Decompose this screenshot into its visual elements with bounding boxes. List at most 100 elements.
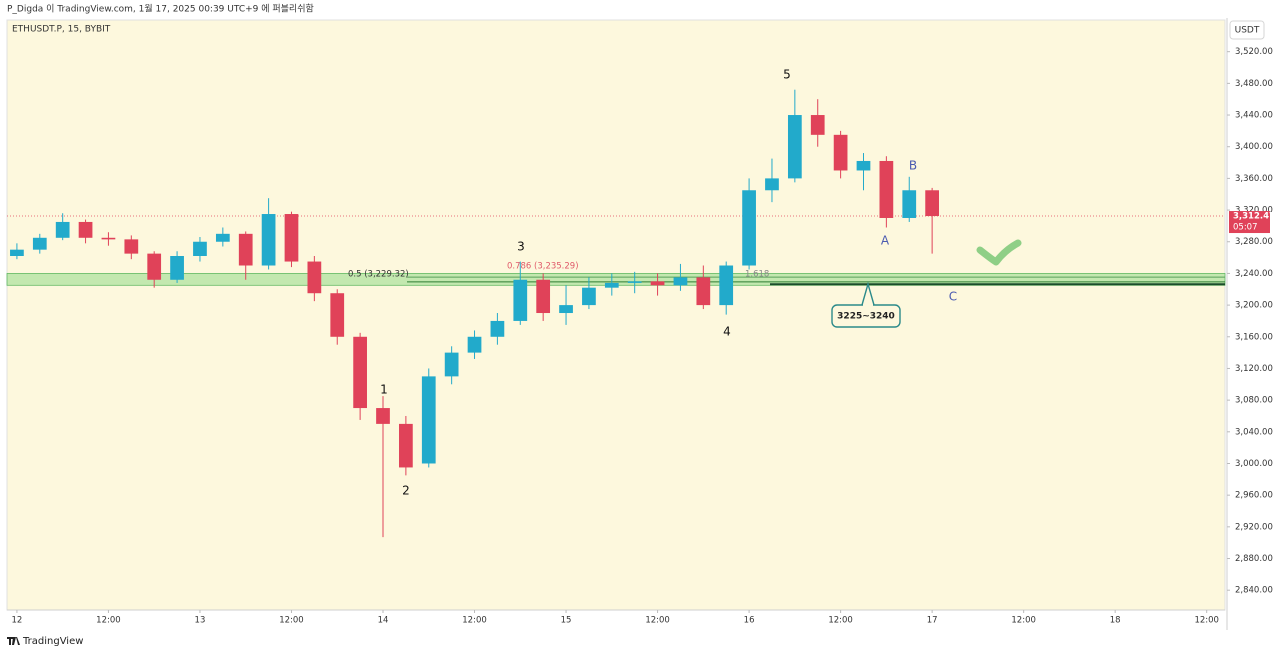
x-tick-label: 12:00 xyxy=(462,616,487,626)
footer-logo: TradingView xyxy=(7,636,83,647)
x-tick-label: 12 xyxy=(12,616,23,626)
candle-body xyxy=(124,239,139,254)
x-tick-label: 12:00 xyxy=(828,616,853,626)
wave-label: 3 xyxy=(517,240,525,254)
candle-body xyxy=(284,214,299,262)
candle-body xyxy=(10,249,24,256)
candle-body xyxy=(193,241,207,256)
x-tick-label: 18 xyxy=(1110,616,1121,626)
candle-body xyxy=(604,282,619,288)
candle-body xyxy=(376,408,390,424)
candle-body xyxy=(215,233,230,242)
wave-label: A xyxy=(881,234,890,248)
candle-body xyxy=(650,281,665,286)
callout-pointer xyxy=(861,281,875,306)
y-tick-label: 3,000.00 xyxy=(1235,459,1273,469)
y-tick-label: 2,880.00 xyxy=(1235,554,1273,564)
wave-label: 4 xyxy=(723,325,731,339)
currency-box xyxy=(1229,20,1265,40)
x-tick-label: 12:00 xyxy=(1194,616,1219,626)
y-tick-label: 3,280.00 xyxy=(1235,237,1273,247)
candle-body xyxy=(421,376,436,464)
fib-label: 0.786 (3,235.29) xyxy=(507,262,579,272)
candle-body xyxy=(399,423,413,468)
x-tick-label: 13 xyxy=(195,616,206,626)
fib-label: 0.5 (3,229.32) xyxy=(348,269,409,279)
x-tick-label: 12:00 xyxy=(279,616,304,626)
y-tick-label: 3,080.00 xyxy=(1235,396,1273,406)
y-tick-label: 3,440.00 xyxy=(1235,111,1273,121)
candle-body xyxy=(238,233,253,266)
y-tick-label: 2,840.00 xyxy=(1235,586,1273,596)
y-tick-label: 3,480.00 xyxy=(1235,79,1273,89)
plot-area xyxy=(6,19,1226,611)
wave-label: 1 xyxy=(380,383,388,397)
candle-body xyxy=(719,265,734,306)
candle-body xyxy=(490,320,505,337)
last-price-label: 3,312.47 xyxy=(1233,212,1275,222)
x-tick-label: 12:00 xyxy=(96,616,121,626)
y-tick-label: 2,920.00 xyxy=(1235,522,1273,532)
candle-body xyxy=(673,277,688,286)
zone-label: 3225~3240 xyxy=(837,312,895,322)
countdown: 05:07 xyxy=(1233,223,1258,233)
candle-body xyxy=(78,221,93,238)
fib-label: 1.618 xyxy=(745,270,769,280)
candle-body xyxy=(559,305,573,314)
y-tick-label: 2,960.00 xyxy=(1235,491,1273,501)
candle-body xyxy=(444,352,459,377)
wave-label: C xyxy=(949,290,957,304)
y-tick-label: 3,200.00 xyxy=(1235,301,1273,311)
x-tick-label: 14 xyxy=(378,616,389,626)
candle-body xyxy=(32,237,47,250)
candle-body xyxy=(925,190,939,217)
y-tick-label: 3,400.00 xyxy=(1235,142,1273,152)
wave-label: 5 xyxy=(783,68,791,82)
candle-body xyxy=(353,336,367,409)
candle-body xyxy=(101,237,116,240)
candle-body xyxy=(902,190,917,218)
candle-body xyxy=(55,221,70,238)
x-tick-label: 17 xyxy=(927,616,938,626)
candle-body xyxy=(467,336,482,353)
brand: TradingView xyxy=(22,636,83,647)
y-tick-label: 3,360.00 xyxy=(1235,174,1273,184)
candle-body xyxy=(170,256,184,280)
currency: USDT xyxy=(1235,26,1260,36)
candle-body xyxy=(330,293,345,337)
y-tick-label: 3,120.00 xyxy=(1235,364,1273,374)
candle-body xyxy=(765,178,779,191)
publish-note: P_Digda 이 TradingView.com, 1월 17, 2025 0… xyxy=(7,3,314,15)
checkmark xyxy=(976,239,1022,266)
candle-body xyxy=(742,190,756,266)
logo-mark xyxy=(7,637,20,645)
candle-body xyxy=(810,115,825,135)
y-tick-label: 3,520.00 xyxy=(1235,47,1273,57)
candle-body xyxy=(833,134,848,171)
candle-body xyxy=(536,279,551,314)
y-tick-label: 3,240.00 xyxy=(1235,269,1273,279)
candle-body xyxy=(879,160,894,218)
candle-body xyxy=(787,115,802,179)
candle-body xyxy=(513,279,528,321)
last-price-tag xyxy=(1229,211,1270,234)
symbol: ETHUSDT.P, 15, BYBIT xyxy=(12,25,111,35)
candle-body xyxy=(627,281,642,283)
candle-body xyxy=(696,277,711,306)
y-tick-label: 3,160.00 xyxy=(1235,332,1273,342)
x-tick-label: 12:00 xyxy=(645,616,670,626)
candle-body xyxy=(307,261,322,294)
candle-body xyxy=(147,253,162,280)
y-tick-label: 3,320.00 xyxy=(1235,206,1273,216)
candle-body xyxy=(261,214,276,266)
candle-body xyxy=(582,287,596,306)
y-tick-label: 3,040.00 xyxy=(1235,427,1273,437)
candle-body xyxy=(856,160,871,171)
x-tick-label: 16 xyxy=(744,616,755,626)
x-tick-label: 12:00 xyxy=(1011,616,1036,626)
wave-label: B xyxy=(909,159,917,173)
wave-label: 2 xyxy=(402,484,410,498)
x-tick-label: 15 xyxy=(561,616,572,626)
